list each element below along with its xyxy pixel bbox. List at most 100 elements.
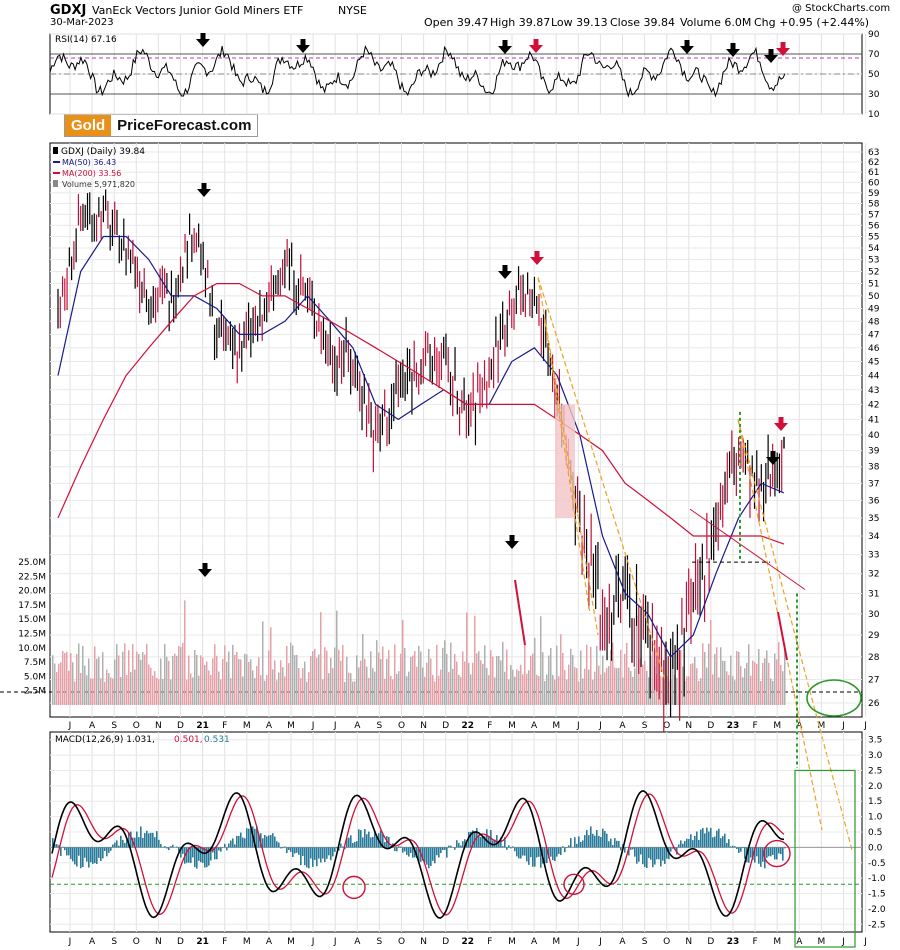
x-tick-label-price: O — [663, 721, 670, 731]
volume-bar — [556, 645, 558, 705]
macd-histogram-bar — [142, 837, 144, 848]
volume-bar — [588, 669, 590, 705]
volume-bar — [264, 680, 266, 705]
x-tick-label-macd: 23 — [727, 937, 740, 947]
price-black-arrow-head — [766, 457, 780, 465]
volume-bar — [196, 655, 198, 705]
macd-histogram-bar — [330, 847, 332, 861]
macd-red-circle — [342, 875, 366, 900]
macd-histogram-bar — [678, 844, 680, 848]
macd-histogram-bar — [82, 847, 84, 868]
volume-bar — [178, 645, 180, 705]
macd-histogram-bar — [80, 847, 82, 869]
volume-bar — [84, 665, 86, 705]
macd-histogram-bar — [598, 835, 600, 848]
x-tick-label-price: A — [266, 721, 273, 731]
x-tick-label-macd: 22 — [462, 937, 475, 947]
rsi-black-arrow-shaft — [200, 33, 206, 40]
macd-histogram-bar — [380, 830, 382, 848]
volume-bar — [728, 675, 730, 705]
volume-bar — [294, 655, 296, 705]
volume-bar — [96, 658, 98, 705]
volume-bar — [400, 653, 402, 705]
x-tick-label-price: A — [619, 721, 626, 731]
volume-bar — [384, 678, 386, 705]
volume-bar — [576, 668, 578, 705]
volume-bar — [706, 667, 708, 705]
macd-histogram-bar — [290, 847, 292, 852]
macd-histogram-bar — [114, 842, 116, 848]
volume-bar — [344, 681, 346, 705]
macd-histogram-bar — [136, 831, 138, 848]
volume-bar — [270, 627, 272, 705]
macd-histogram-bar — [672, 847, 674, 849]
volume-bar — [240, 659, 242, 705]
volume-bar — [60, 662, 62, 705]
macd-histogram-bar — [426, 847, 428, 865]
macd-histogram-bar — [738, 847, 740, 853]
macd-histogram-bar — [308, 847, 310, 869]
volume-bar — [448, 672, 450, 705]
macd-histogram-bar — [382, 834, 384, 848]
volume-bar — [164, 643, 166, 705]
macd-histogram-bar — [534, 847, 536, 867]
x-tick-label-price: M — [773, 721, 781, 731]
macd-histogram-bar — [362, 837, 364, 848]
macd-histogram-bar — [190, 847, 192, 863]
volume-bar — [340, 660, 342, 705]
volume-bar — [638, 658, 640, 705]
price-tick-label: 42 — [868, 400, 879, 410]
price-tick-label: 38 — [868, 463, 880, 473]
macd-histogram-bar — [440, 847, 442, 854]
volume-bar — [94, 646, 96, 705]
volume-bar — [122, 651, 124, 705]
volume-bar — [176, 655, 178, 705]
price-tick-label: 29 — [868, 631, 880, 641]
macd-histogram-bar — [586, 830, 588, 848]
volume-bar — [274, 660, 276, 705]
fund-name: VanEck Vectors Junior Gold Miners ETF — [92, 4, 304, 17]
macd-histogram-bar — [186, 847, 188, 863]
volume-bar — [246, 654, 248, 705]
macd-histogram-bar — [494, 839, 496, 848]
macd-histogram-bar — [460, 845, 462, 848]
volume-bar — [220, 679, 222, 705]
volume-bar — [136, 651, 138, 705]
price-tick-label: 50 — [868, 292, 880, 302]
volume-bar — [396, 673, 398, 705]
macd-histogram-bar — [720, 838, 722, 848]
macd-histogram-bar — [66, 847, 68, 856]
volume-bar — [612, 642, 614, 705]
macd-histogram-bar — [182, 847, 184, 854]
x-tick-label-price: 22 — [462, 721, 475, 731]
macd-histogram-bar — [712, 837, 714, 848]
volume-bar — [518, 670, 520, 705]
volume-bar — [692, 663, 694, 705]
macd-tick-label: 1.5 — [868, 797, 882, 807]
volume-bar — [184, 600, 186, 705]
macd-histogram-bar — [536, 847, 538, 858]
volume-bar — [58, 663, 60, 705]
volume-bar — [380, 658, 382, 705]
price-tick-label: 43 — [868, 386, 879, 396]
volume-bar — [320, 612, 322, 705]
volume-bar — [216, 655, 218, 705]
macd-histogram-bar — [144, 833, 146, 848]
volume-bar — [390, 675, 392, 705]
macd-histogram-bar — [338, 847, 340, 851]
macd-histogram-bar — [740, 847, 742, 852]
price-tick-label: 34 — [868, 532, 880, 542]
macd-histogram-bar — [772, 847, 774, 855]
macd-histogram-bar — [624, 847, 626, 853]
x-tick-label-macd: F — [222, 937, 227, 947]
macd-histogram-bar — [302, 847, 304, 856]
volume-bar — [508, 679, 510, 705]
macd-histogram-bar — [498, 840, 500, 848]
volume-bar — [436, 644, 438, 705]
macd-histogram-bar — [506, 847, 508, 850]
macd-histogram-bar — [722, 836, 724, 848]
open-value: Open 39.47 — [424, 16, 489, 29]
x-tick-label-macd: A — [354, 937, 361, 947]
macd-histogram-bar — [130, 831, 132, 848]
volume-bar — [392, 679, 394, 705]
